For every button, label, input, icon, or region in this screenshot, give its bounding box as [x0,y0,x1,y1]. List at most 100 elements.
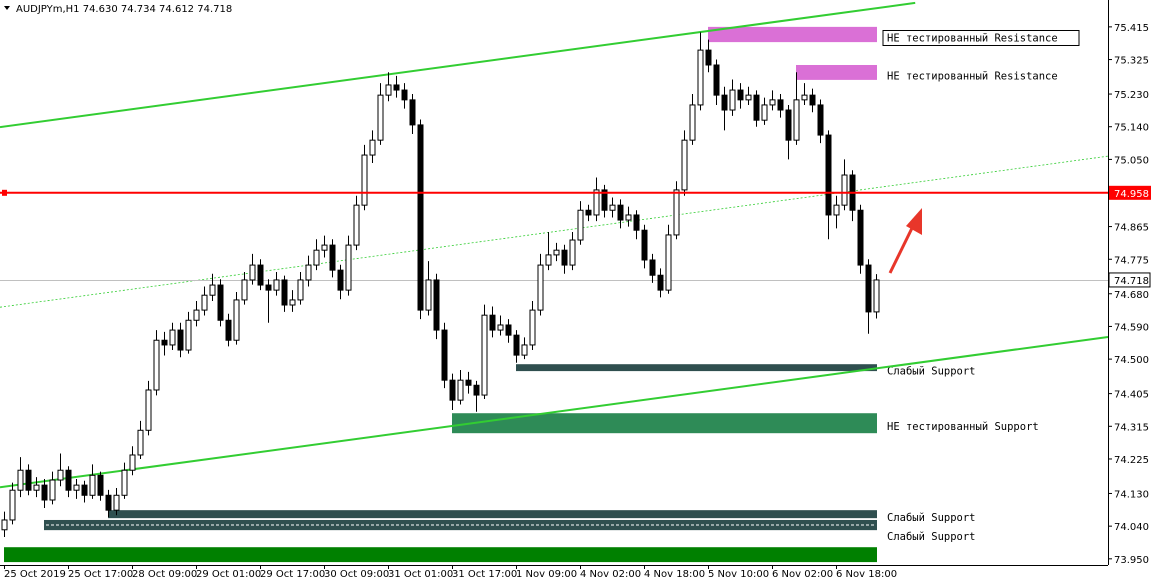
current-price-label: 74.718 [1114,276,1149,287]
zone [516,364,877,372]
x-tick-label: 31 Oct 01:00 [388,569,453,580]
candle-body [65,469,72,491]
candle-body [601,189,608,211]
zone [452,413,877,434]
y-tick-label: 74.500 [1114,355,1149,366]
candle-body [401,89,408,101]
x-tick-label: 28 Oct 09:00 [132,569,197,580]
y-tick-label: 75.415 [1114,23,1149,34]
candle-body [353,204,360,246]
candle-body [177,329,184,351]
x-tick-label: 30 Oct 09:00 [324,569,389,580]
candle-body [529,309,536,346]
candle-body [633,214,640,231]
candle-body [609,204,616,211]
candle-body [857,209,864,266]
x-tick-label: 4 Nov 02:00 [580,569,641,580]
candle-body [113,494,120,511]
candle-body [625,214,632,221]
candle-body [361,154,368,206]
candle-body [193,309,200,321]
zone-label: Слабый Support [887,512,976,524]
candle-body [281,279,288,306]
candle-body [793,99,800,141]
zone-label: Слабый Support [887,366,976,378]
candle-body [145,389,152,431]
candle-body [673,189,680,236]
candle-body [801,94,808,101]
candle-body [825,134,832,216]
candle-body [89,474,96,496]
candle-body [265,284,272,291]
y-tick-label: 74.775 [1114,255,1149,266]
candle-body [273,279,280,291]
candle-body [121,469,128,496]
candle-body [321,244,328,251]
candle-body [129,454,136,471]
candle-body [521,344,528,356]
candle-body [689,104,696,141]
candle-body [729,89,736,111]
x-tick-label: 25 Oct 17:00 [68,569,133,580]
candle-body [489,314,496,331]
candle-body [553,249,560,256]
candle-body [545,254,552,266]
candle-body [329,244,336,271]
x-tick-label: 6 Nov 18:00 [836,569,897,580]
y-tick-label: 74.130 [1114,489,1149,500]
candle-body [25,469,32,491]
candle-body [257,264,264,286]
x-tick-label: 29 Oct 01:00 [196,569,261,580]
x-tick-label: 31 Oct 17:00 [452,569,517,580]
level-label-box [1109,185,1151,200]
candle-body [569,239,576,266]
candle-body [697,49,704,106]
x-tick-label: 6 Nov 02:00 [772,569,833,580]
candle-body [769,99,776,106]
candle-body [657,274,664,291]
y-tick-label: 75.230 [1114,90,1149,101]
trend-line [0,1,916,129]
candle-body [217,284,224,321]
level-label: 74.958 [1114,189,1149,200]
candle-body [681,139,688,191]
candle-body [297,279,304,301]
candle-body [449,379,456,401]
plot-area: НЕ тестированный Resistance НЕ тестирован… [0,1,1109,563]
candle-body [505,324,512,336]
candle-body [57,469,64,481]
menu-triangle[interactable] [4,6,10,10]
candle-body [721,94,728,111]
level-marker [2,189,7,196]
candle-body [745,94,752,101]
y-tick-label: 73.950 [1114,555,1149,566]
candle-body [417,124,424,311]
candle-body [617,204,624,221]
candle-body [9,489,16,521]
y-tick-label: 74.405 [1114,390,1149,401]
candle-body [137,429,144,456]
zone [796,64,877,80]
candle-body [481,314,488,396]
candle-body [873,279,880,313]
x-tick-label: 1 Nov 09:00 [516,569,577,580]
candle-body [393,84,400,91]
candle-body [185,319,192,351]
candle-body [593,189,600,216]
candle-body [641,229,648,261]
candle-body [865,264,872,313]
y-tick-label: 74.680 [1114,290,1149,301]
candle-body [289,299,296,306]
candle-body [777,99,784,111]
current-price-box [1108,272,1151,288]
candle-body [497,324,504,331]
candle-body [97,474,104,496]
candle-body [425,279,432,311]
candle-body [577,209,584,241]
y-tick-label: 74.225 [1114,455,1149,466]
zone-label: НЕ тестированный Resistance [887,70,1058,82]
candle-body [17,469,24,491]
x-tick-label: 4 Nov 18:00 [644,569,705,580]
